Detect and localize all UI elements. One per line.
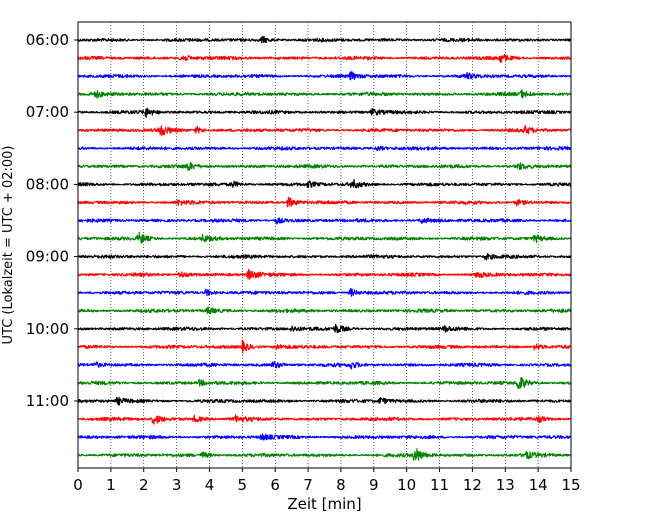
y-tick-label: 09:00 xyxy=(26,248,69,266)
plot-frame xyxy=(77,21,572,469)
y-tick-label: 07:00 xyxy=(26,103,69,121)
y-axis-label: UTC (Lokalzeit = UTC + 02:00) xyxy=(1,146,16,345)
trace-09:00 xyxy=(77,253,572,261)
x-tick-label: 9 xyxy=(369,476,379,494)
trace-10:00 xyxy=(77,323,572,334)
x-tick-label: 15 xyxy=(561,476,580,494)
trace-07:15 xyxy=(77,124,572,137)
trace-09:15 xyxy=(77,268,572,280)
y-tick-label: 11:00 xyxy=(26,392,69,410)
x-tick-label: 10 xyxy=(397,476,416,494)
trace-11:15 xyxy=(77,414,572,425)
trace-08:00 xyxy=(77,178,572,189)
x-axis-label: Zeit [min] xyxy=(287,495,361,513)
x-tick-label: 13 xyxy=(496,476,515,494)
x-tick-label: 2 xyxy=(139,476,149,494)
x-tick-label: 6 xyxy=(270,476,280,494)
x-tick-label: 5 xyxy=(238,476,248,494)
trace-06:00 xyxy=(77,35,572,44)
x-tick-label: 1 xyxy=(106,476,116,494)
x-tick-label: 7 xyxy=(303,476,313,494)
trace-10:45 xyxy=(77,377,572,390)
x-tick-label: 8 xyxy=(336,476,346,494)
trace-06:15 xyxy=(77,54,572,63)
vertical-gridlines xyxy=(110,22,539,468)
x-tick-label: 11 xyxy=(430,476,449,494)
trace-11:30 xyxy=(77,433,572,441)
trace-08:15 xyxy=(77,196,572,208)
trace-06:30 xyxy=(77,71,572,81)
trace-11:00 xyxy=(77,396,572,406)
trace-lines xyxy=(77,35,572,461)
x-tick-label: 12 xyxy=(463,476,482,494)
trace-07:00 xyxy=(77,107,572,119)
trace-11:45 xyxy=(77,448,572,461)
trace-10:15 xyxy=(77,339,572,354)
x-tick-label: 14 xyxy=(529,476,548,494)
trace-06:45 xyxy=(77,89,572,99)
y-axis-ticks: 06:00 07:00 08:00 09:00 10:00 11:00 xyxy=(26,31,78,410)
trace-07:45 xyxy=(77,161,572,171)
trace-08:30 xyxy=(77,217,572,225)
x-tick-label: 0 xyxy=(73,476,83,494)
y-tick-label: 06:00 xyxy=(26,31,69,49)
trace-09:45 xyxy=(77,306,572,315)
y-tick-label: 10:00 xyxy=(26,320,69,338)
x-axis-ticks: 0 1 2 3 4 5 6 7 8 9 10 11 12 13 14 15 xyxy=(73,468,581,494)
trace-10:30 xyxy=(77,361,572,370)
trace-08:45 xyxy=(77,231,572,244)
trace-07:30 xyxy=(77,145,572,152)
x-tick-label: 4 xyxy=(205,476,215,494)
trace-09:30 xyxy=(77,288,572,297)
y-tick-label: 08:00 xyxy=(26,175,69,193)
x-tick-label: 3 xyxy=(172,476,182,494)
